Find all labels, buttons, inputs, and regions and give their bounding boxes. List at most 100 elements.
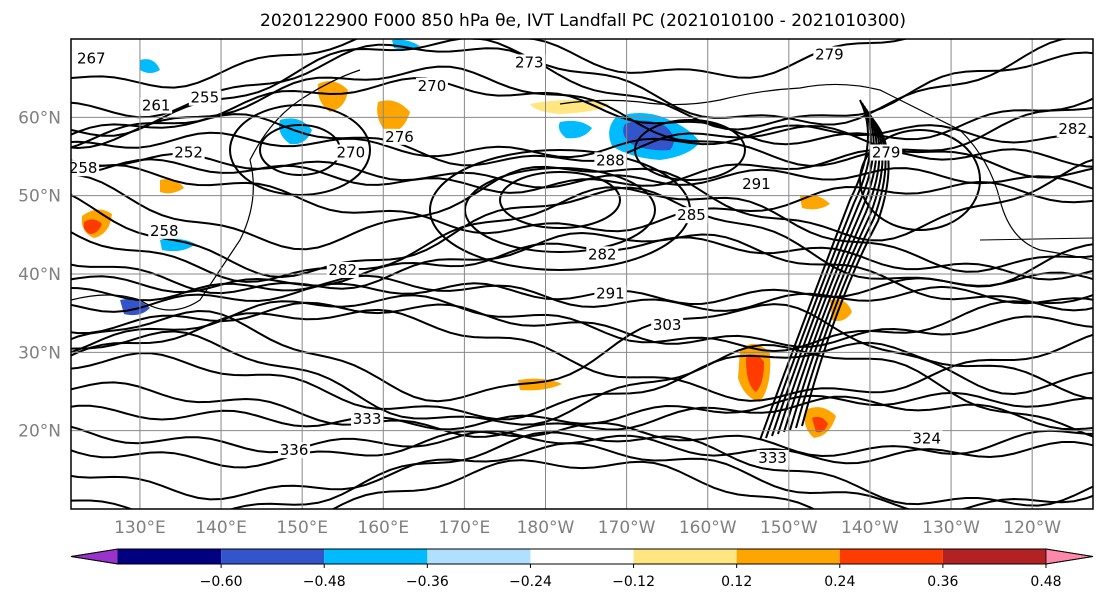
shade-patch-blue: [140, 59, 160, 73]
contour-label: 282: [1058, 120, 1087, 138]
colorbar-segment: [324, 549, 428, 564]
colorbar-tick-label: 0.24: [824, 574, 855, 590]
contour-label-bg: [740, 175, 773, 192]
contour-label: 333: [758, 449, 787, 467]
theta-e-contour: [71, 39, 1070, 137]
contour-label-bg: [756, 450, 789, 466]
colorbar-outline: [70, 548, 1094, 565]
contour-label-bg: [513, 54, 546, 71]
contour-label: 255: [191, 89, 220, 107]
theta-e-contour: [783, 111, 881, 433]
theta-e-contour: [71, 77, 1093, 149]
contour-label: 267: [77, 50, 106, 68]
theta-e-contour: [71, 421, 1093, 469]
contour-label-bg: [594, 152, 627, 169]
lon-tick-label: 130°W: [922, 518, 980, 538]
contour-label-bg: [188, 89, 221, 106]
theta-e-contour: [71, 43, 1093, 131]
contour-label-bg: [140, 97, 173, 114]
colorbar-tick-label: −0.24: [509, 574, 552, 590]
contour-label: 261: [142, 97, 171, 115]
contour-label: 333: [353, 410, 382, 428]
lat-tick-labels: 60°N 50°N 40°N 30°N 20°N: [18, 108, 61, 441]
contour-label: 279: [872, 144, 901, 162]
theta-e-contour: [759, 99, 869, 441]
theta-e-contour: [71, 152, 1093, 190]
contour-label: 291: [742, 175, 771, 193]
shade-patch-red: [746, 354, 764, 392]
theta-e-contour: [71, 330, 1093, 438]
contour-label-bg: [675, 207, 708, 224]
lon-tick-label: 140°W: [841, 518, 899, 538]
border-canada: [979, 237, 1093, 241]
figure-title: 2020122900 F000 850 hPa θe, IVT Landfall…: [260, 11, 906, 31]
lon-tick-labels: 130°E 140°E 150°E 160°E 170°E 180°W 170°W 160°W…: [114, 518, 1061, 538]
theta-e-contour: [71, 341, 1093, 421]
contour-label: 279: [815, 46, 844, 64]
contour-label: 270: [337, 144, 366, 162]
contour-label: 282: [328, 261, 357, 279]
colorbar-tick-label: −0.48: [303, 574, 346, 590]
contour-label-bg: [1056, 121, 1089, 137]
contour-label: 273: [515, 53, 544, 71]
shade-patch-blue: [558, 120, 592, 139]
shade-patch-red: [83, 219, 102, 234]
lat-tick-label: 30°N: [18, 343, 61, 363]
colorbar-tick-label: 0.36: [927, 574, 958, 590]
contour-label-bg: [326, 262, 359, 278]
theta-e-contour: [499, 171, 621, 229]
contour-label-bg: [415, 77, 448, 94]
contour-label-bg: [594, 285, 627, 302]
lon-tick-label: 160°W: [679, 518, 737, 538]
theta-e-contour: [634, 119, 746, 181]
colorbar-tick-label: 0.48: [1030, 574, 1061, 590]
contour-label: 324: [912, 429, 941, 447]
lon-tick-label: 180°W: [517, 518, 575, 538]
colorbar-segment: [942, 549, 1046, 564]
theta-e-contour: [71, 113, 1093, 179]
contour-label: 270: [418, 77, 447, 95]
contour-label-bg: [870, 144, 903, 161]
contour-label: 282: [588, 245, 617, 263]
theta-e-contour: [71, 425, 1093, 465]
colorbar-extend-high: [1045, 548, 1094, 565]
contour-label-bg: [351, 410, 384, 427]
theta-e-contour: [71, 293, 1093, 354]
contour-label: 336: [280, 441, 309, 459]
theta-e-contour: [71, 231, 1093, 312]
contour-label: 303: [653, 316, 682, 334]
colorbar-segment: [427, 549, 531, 564]
colorbar-extend-low: [70, 548, 119, 565]
contour-label-bg: [278, 442, 311, 459]
colorbar-segment: [530, 549, 634, 564]
contour-label-bg: [75, 50, 108, 67]
lat-tick-label: 40°N: [18, 265, 61, 285]
lon-tick-label: 150°E: [276, 518, 328, 538]
lat-tick-label: 50°N: [18, 187, 61, 207]
gridlines: [71, 39, 1093, 509]
colorbar-segment: [118, 549, 222, 564]
coastline-alaska: [559, 83, 1093, 261]
shade-patch-red: [812, 416, 828, 433]
lon-tick-label: 170°W: [598, 518, 656, 538]
theta-e-contour: [71, 124, 1093, 159]
theta-e-contour: [859, 129, 981, 231]
map-panel: 279 273 270 255 267 261 276 270 252 258 288 285 291 2…: [18, 38, 1094, 538]
shade-patch-orange: [800, 195, 830, 210]
lon-tick-label: 120°W: [1003, 518, 1061, 538]
theta-e-contour: [71, 39, 909, 89]
contour-label-bg: [334, 144, 367, 161]
lat-tick-label: 60°N: [18, 108, 61, 128]
contour-label: 291: [596, 285, 625, 303]
contour-label-bg: [71, 160, 100, 177]
contour-label: 258: [150, 222, 179, 240]
contour-label: 276: [385, 128, 414, 146]
contour-label-bg: [813, 46, 846, 63]
map-frame: [70, 38, 1094, 510]
contour-label-bg: [910, 430, 943, 447]
contour-label-bg: [172, 144, 205, 161]
contour-label: 285: [677, 206, 706, 224]
contour-label-bg: [651, 316, 684, 333]
lon-tick-label: 150°W: [760, 518, 818, 538]
